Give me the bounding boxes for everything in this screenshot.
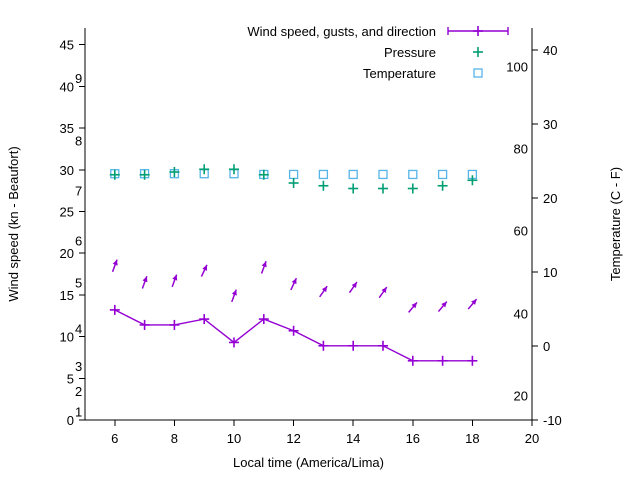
y-beaufort-label: 1: [75, 405, 82, 420]
y-tick-label: 40: [60, 79, 74, 94]
y2-tick-label: -10: [543, 413, 562, 428]
wind-gust-arrow: [202, 264, 208, 271]
wind-gust-arrow: [351, 282, 357, 288]
wind-gust-arrow: [471, 299, 477, 305]
y-tick-label: 25: [60, 204, 74, 219]
legend-key-square: [473, 68, 483, 78]
series-temperature: [110, 169, 478, 180]
y-tick-label: 15: [60, 288, 74, 303]
y-beaufort-label: 8: [75, 134, 82, 149]
x-axis: 6 8 10 12 14 16 18 20 Local time (America/Lima): [111, 420, 539, 470]
y2-fahrenheit-label: 60: [514, 224, 528, 239]
legend-label-1: Pressure: [384, 45, 436, 60]
y-beaufort-label: 5: [75, 275, 82, 290]
y-beaufort-label: 3: [75, 359, 82, 374]
wind-gust-arrow: [411, 302, 417, 309]
y-beaufort-label: 9: [75, 71, 82, 86]
temperature-point: [288, 169, 299, 180]
y-tick-label: 35: [60, 121, 74, 136]
wind-gust-arrow: [142, 276, 148, 283]
x-tick-label: 10: [227, 431, 241, 446]
y2-tick-label: 0: [543, 339, 550, 354]
y-axis-title: Wind speed (kn - Beaufort): [6, 146, 21, 301]
y2-tick-label: 30: [543, 117, 557, 132]
x-tick-label: 16: [406, 431, 420, 446]
y2-fahrenheit-label: 40: [514, 306, 528, 321]
legend-label-0: Wind speed, gusts, and direction: [247, 24, 436, 39]
x-tick-label: 8: [171, 431, 178, 446]
y-tick-label: 10: [60, 330, 74, 345]
wind-gust-arrow: [441, 301, 447, 308]
wind-gust-arrow: [381, 287, 387, 293]
x-tick-label: 6: [111, 431, 118, 446]
x-axis-title: Local time (America/Lima): [233, 455, 384, 470]
wind-gust-arrow: [172, 274, 178, 281]
y-tick-label: 5: [67, 371, 74, 386]
x-tick-label: 12: [286, 431, 300, 446]
y-beaufort-label: 6: [75, 234, 82, 249]
wind-gust-arrow: [291, 278, 297, 285]
y-tick-label: 0: [67, 413, 74, 428]
y2-tick-label: 40: [543, 43, 557, 58]
y2-fahrenheit-label: 20: [514, 389, 528, 404]
temperature-point: [348, 169, 358, 180]
y-beaufort-label: 2: [75, 384, 82, 399]
wind-gust-arrow: [261, 261, 267, 268]
x-tick-label: 18: [465, 431, 479, 446]
y-tick-label: 45: [60, 38, 74, 53]
y2-axis-title: Temperature (C - F): [608, 167, 623, 281]
y-tick-label: 30: [60, 163, 74, 178]
y-beaufort-label: 7: [75, 184, 82, 199]
y2-tick-label: 20: [543, 191, 557, 206]
legend: Wind speed, gusts, and direction Pressure…: [247, 24, 509, 81]
temperature-point: [408, 169, 418, 180]
y2-tick-label: 10: [543, 265, 557, 280]
y2-fahrenheit-label: 80: [514, 142, 528, 157]
x-tick-label: 14: [346, 431, 360, 446]
temperature-point: [318, 169, 329, 180]
y-beaufort-label: 4: [75, 321, 82, 336]
temperature-point: [378, 169, 388, 180]
legend-label-2: Temperature: [363, 66, 436, 81]
y2-fahrenheit-label: 100: [506, 59, 528, 74]
series-pressure: [109, 164, 478, 194]
wind-gust-arrow: [321, 286, 328, 293]
series-wind: [109, 259, 478, 366]
y-tick-label: 20: [60, 246, 74, 261]
wind-gust-arrow: [112, 259, 118, 266]
x-tick-label: 20: [525, 431, 539, 446]
temperature-point: [437, 169, 448, 180]
y-axis-right: -10 0 10 20 30 40 20 40 60 80 100 Temperature (C - …: [506, 43, 623, 428]
wind-gust-arrow: [231, 289, 237, 296]
